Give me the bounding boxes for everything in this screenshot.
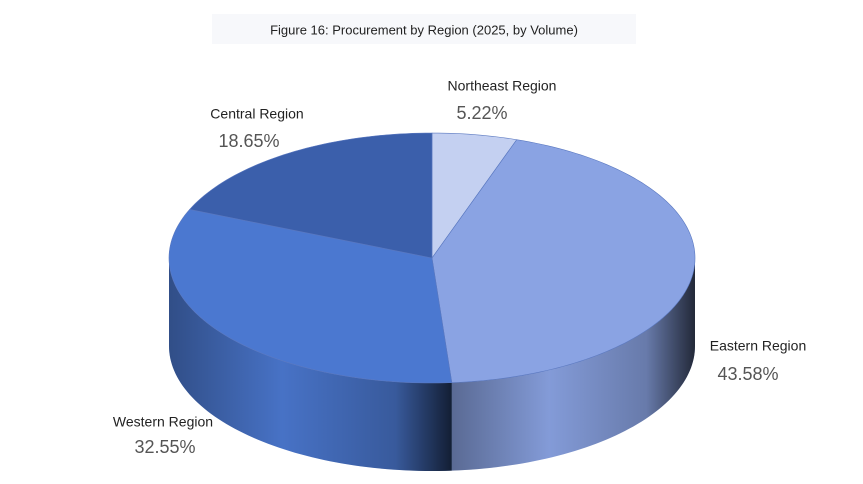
slice (431, 132, 518, 259)
slice-side-shade (169, 258, 452, 471)
slice-label: Western Region (113, 414, 213, 430)
slice-side-shade (451, 258, 695, 471)
slice (189, 132, 433, 259)
slice-value-label: 43.58% (717, 364, 778, 384)
slice (168, 209, 453, 384)
slice-label: Central Region (210, 106, 303, 122)
chart-title: Figure 16: Procurement by Region (2025, … (270, 22, 578, 37)
slice-label: Eastern Region (710, 338, 807, 354)
slice-value-label: 32.55% (134, 437, 195, 457)
slice-value-label: 18.65% (218, 131, 279, 151)
slice-value-label: 5.22% (456, 103, 507, 123)
slice-label: Northeast Region (448, 78, 557, 94)
title-box (212, 14, 636, 44)
slice (431, 139, 696, 383)
